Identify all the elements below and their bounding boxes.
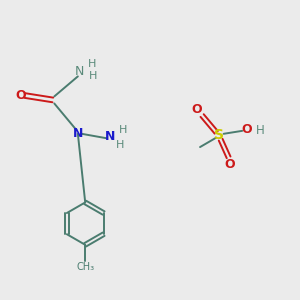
Text: H: H <box>88 59 96 69</box>
Text: S: S <box>214 128 224 142</box>
Text: H: H <box>256 124 265 137</box>
Text: H: H <box>116 140 125 150</box>
Text: N: N <box>105 130 116 143</box>
Text: O: O <box>242 123 253 136</box>
Text: O: O <box>191 103 202 116</box>
Text: N: N <box>73 127 83 140</box>
Text: O: O <box>15 89 26 102</box>
Text: O: O <box>224 158 235 171</box>
Text: CH₃: CH₃ <box>76 262 94 272</box>
Text: N: N <box>75 65 84 79</box>
Text: H: H <box>118 125 127 135</box>
Text: H: H <box>89 71 98 81</box>
